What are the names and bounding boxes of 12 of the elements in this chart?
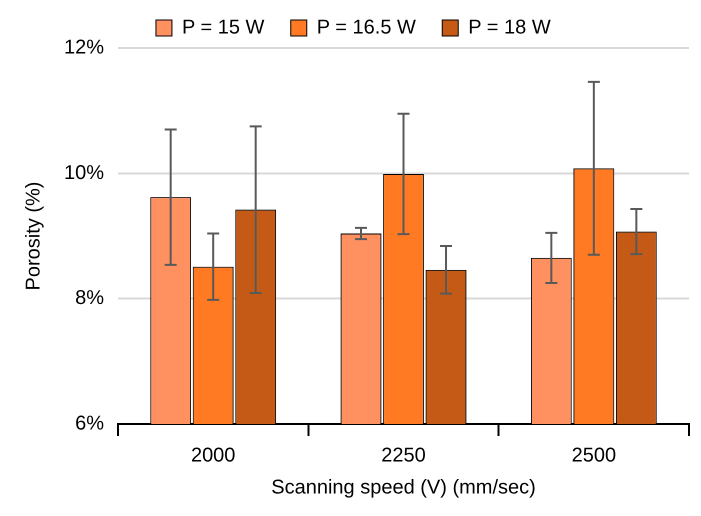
- y-tick-label: 6%: [75, 412, 104, 435]
- legend-label: P = 15 W: [182, 16, 265, 39]
- x-tick-label: 2000: [190, 444, 236, 467]
- legend-label: P = 16.5 W: [316, 16, 416, 39]
- y-tick-label: 12%: [64, 36, 104, 59]
- x-tick-label: 2250: [381, 444, 426, 467]
- x-tick-label: 2500: [572, 444, 616, 467]
- y-tick-label: 8%: [75, 287, 104, 310]
- y-axis-title: Porosity (%): [22, 182, 45, 290]
- legend-label: P = 18 W: [468, 16, 551, 39]
- x-axis-title: Scanning speed (V) (mm/sec): [271, 476, 536, 499]
- y-tick-label: 10%: [64, 162, 104, 184]
